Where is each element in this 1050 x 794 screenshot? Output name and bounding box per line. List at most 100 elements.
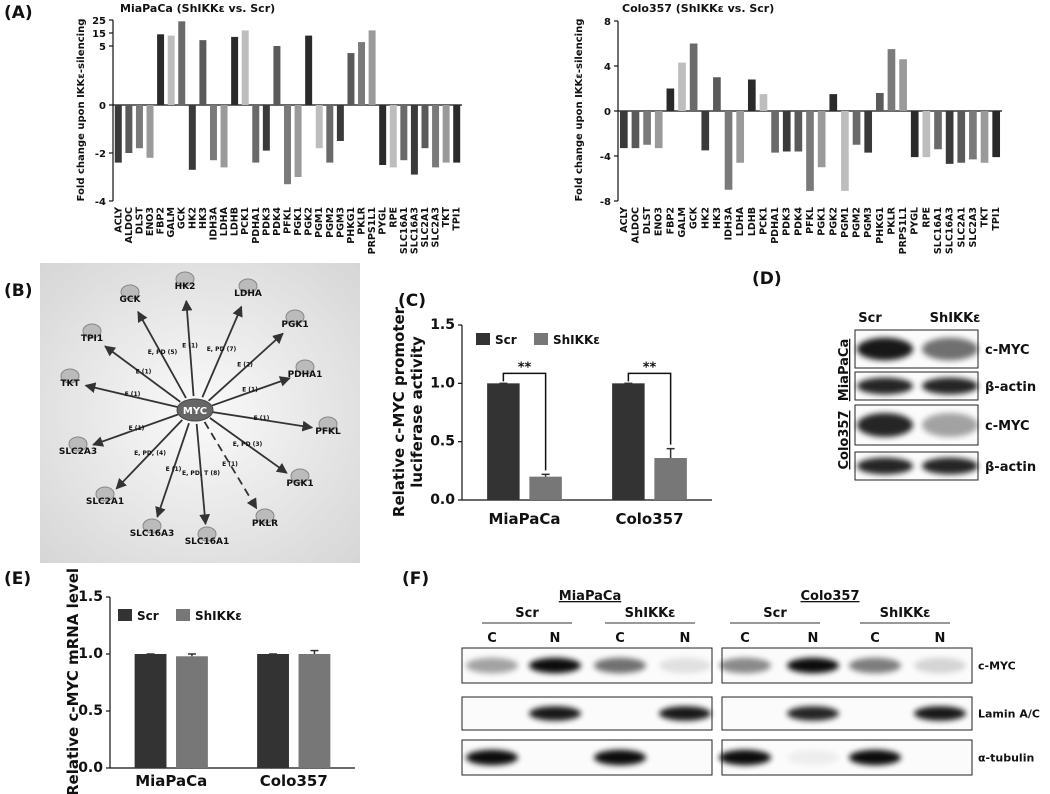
x-tick-label: PDHA1 xyxy=(251,207,262,244)
x-tick-label: HK2 xyxy=(187,207,198,229)
node-shape xyxy=(60,368,80,384)
node-shape xyxy=(95,486,115,502)
bar xyxy=(284,105,291,185)
bar xyxy=(336,105,344,141)
bar xyxy=(262,105,270,151)
panel-label: (E) xyxy=(4,569,31,589)
bar xyxy=(453,105,461,163)
edge xyxy=(195,423,211,526)
x-tick-label: MiaPaCa xyxy=(135,772,207,790)
bar xyxy=(875,93,884,111)
bar xyxy=(358,42,366,105)
x-tick-label: PFKL xyxy=(283,207,294,234)
node-shape xyxy=(318,416,338,432)
edge-label: E (1) xyxy=(242,387,258,394)
x-tick-label: LDHA xyxy=(735,206,746,236)
band xyxy=(787,749,839,766)
node-label: GCK xyxy=(120,295,142,305)
node-label: SLC2A3 xyxy=(59,447,97,457)
bar xyxy=(736,111,745,163)
x-tick-label: ALDOC xyxy=(630,207,641,243)
bar xyxy=(298,654,331,768)
bar xyxy=(701,111,710,151)
edge xyxy=(209,417,288,474)
x-tick-label: PKLR xyxy=(886,206,897,234)
bar xyxy=(134,654,167,768)
y-tick-label: 0 xyxy=(99,101,106,112)
edge xyxy=(92,413,179,447)
bar xyxy=(529,476,562,500)
bar xyxy=(241,30,249,105)
x-tick-label: PGM3 xyxy=(863,207,874,238)
bar xyxy=(114,105,122,163)
x-tick-label: ACLY xyxy=(113,207,124,233)
panel-label: (B) xyxy=(4,281,33,301)
annotation: ** xyxy=(643,360,657,375)
x-tick-label: PDK4 xyxy=(272,207,283,236)
lane-label: C xyxy=(487,631,497,646)
legend-swatch xyxy=(176,609,190,621)
band xyxy=(659,706,711,721)
panel-label: (A) xyxy=(4,3,33,23)
annotation: ** xyxy=(518,360,532,375)
bar xyxy=(368,30,376,105)
x-tick-label: FBP2 xyxy=(156,207,167,234)
node-label: PDHA1 xyxy=(288,370,323,380)
condition-label: Scr xyxy=(515,606,539,621)
node-shape xyxy=(295,359,315,375)
band xyxy=(594,749,646,766)
x-tick-label: HK3 xyxy=(712,207,723,229)
y-tick-label: 0.0 xyxy=(78,760,103,776)
condition-label: ShIKKε xyxy=(625,606,676,621)
x-tick-label: ENO3 xyxy=(145,207,156,236)
x-tick-label: TKT xyxy=(980,206,991,227)
x-tick-label: RPE xyxy=(388,207,399,228)
edge xyxy=(155,422,190,518)
edge-label: E (1) xyxy=(182,343,198,350)
panel-label: (F) xyxy=(402,569,429,589)
x-tick-label: SLC16A1 xyxy=(933,207,944,254)
edge-label: E (1) xyxy=(166,466,182,473)
band xyxy=(922,413,978,437)
band xyxy=(849,657,901,674)
band xyxy=(719,657,771,674)
bar xyxy=(294,105,302,177)
x-tick-label: RPE xyxy=(921,207,932,228)
bar xyxy=(326,105,334,163)
x-tick-label: PDK3 xyxy=(782,207,793,236)
band xyxy=(529,706,581,721)
edge-label: E (1) xyxy=(222,461,238,468)
x-tick-label: PHKG1 xyxy=(875,207,886,244)
x-tick-label: TPI1 xyxy=(452,207,463,231)
edge xyxy=(212,411,314,432)
bar xyxy=(178,21,186,105)
bar xyxy=(887,49,896,111)
bar xyxy=(231,36,239,105)
x-tick-label: PDHA1 xyxy=(770,207,781,244)
y-tick-label: 1.5 xyxy=(430,317,455,333)
bar xyxy=(199,40,207,105)
x-tick-label: LDHA xyxy=(219,206,230,236)
y-axis-label: Fold change upon IKKε-silencing xyxy=(574,19,585,202)
y-tick-label: 0.5 xyxy=(430,434,455,450)
panel-label: (C) xyxy=(398,291,426,311)
bar xyxy=(188,105,196,170)
x-tick-label: ACLY xyxy=(619,207,630,233)
condition-label: ShIKKε xyxy=(880,606,931,621)
node-label: HK2 xyxy=(175,282,196,292)
x-tick-label: Colo357 xyxy=(260,772,328,790)
node-label: PGK1 xyxy=(286,479,313,489)
x-tick-label: SLC16A3 xyxy=(409,207,420,254)
y-tick-label: 25 xyxy=(92,16,106,27)
edge-label: E, PD (5) xyxy=(148,349,178,356)
bar xyxy=(945,111,954,164)
y-tick-label: 4 xyxy=(604,62,611,73)
bar xyxy=(980,111,989,163)
lane-label: N xyxy=(680,631,691,646)
node-label: SLC16A1 xyxy=(185,537,230,547)
x-tick-label: PYGL xyxy=(378,207,389,235)
edge-label: E (1) xyxy=(136,369,152,376)
bar xyxy=(666,88,675,111)
bar xyxy=(817,111,826,168)
legend-label: Scr xyxy=(495,333,517,347)
